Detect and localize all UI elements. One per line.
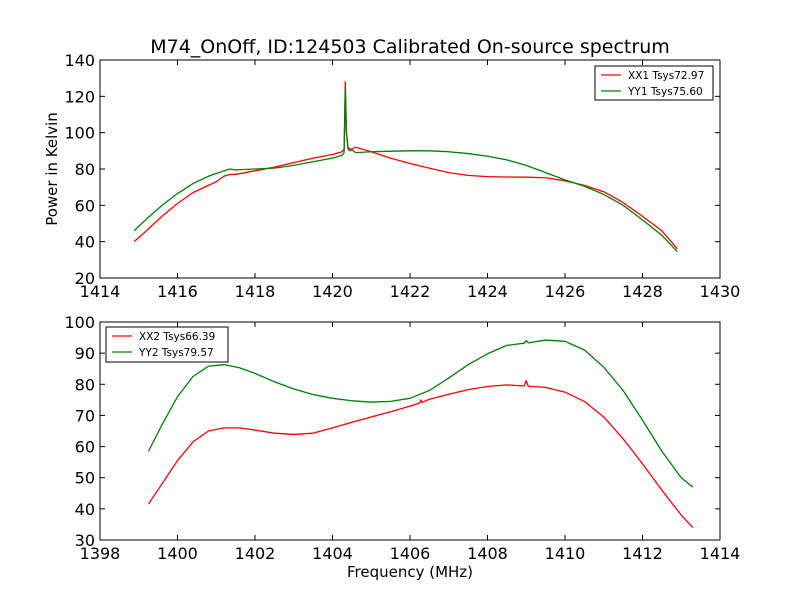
legend-box xyxy=(105,326,229,363)
y-tick-label: 20 xyxy=(75,269,95,288)
x-tick-label: 1426 xyxy=(545,282,586,301)
x-tick-label: 1400 xyxy=(157,544,198,563)
x-axis-label: Frequency (MHz) xyxy=(347,563,473,581)
x-tick-label: 1410 xyxy=(545,544,586,563)
x-tick-label: 1398 xyxy=(80,544,121,563)
legend-box xyxy=(594,65,714,101)
series-line-yy1 xyxy=(133,88,678,253)
legend: XX1 Tsys72.97 YY1 Tsys75.60 xyxy=(594,65,714,101)
y-tick-label: 30 xyxy=(75,531,95,550)
y-tick-label: 100 xyxy=(64,124,95,143)
legend-label: YY2 Tsys79.57 xyxy=(138,347,214,359)
x-tick-label: 1414 xyxy=(80,282,121,301)
bottom-panel: 1398 1400 1402 1404 1406 1408 1410 1412 1414 30 40… xyxy=(64,313,740,581)
y-axis-label: Power in Kelvin xyxy=(43,112,61,226)
series-line-yy2 xyxy=(147,339,694,488)
x-tick-label: 1404 xyxy=(312,544,353,563)
y-tick-label: 50 xyxy=(75,469,95,488)
y-tick-label: 120 xyxy=(64,87,95,106)
y-tick-label: 60 xyxy=(75,438,95,457)
x-tick-label: 1418 xyxy=(235,282,276,301)
y-tick-label: 40 xyxy=(75,500,95,519)
y-tick-label: 90 xyxy=(75,344,95,363)
y-tick-label: 70 xyxy=(75,406,95,425)
legend: XX2 Tsys66.39 YY2 Tsys79.57 xyxy=(105,326,229,363)
legend-label: XX2 Tsys66.39 xyxy=(139,331,215,343)
y-tick-label: 80 xyxy=(75,375,95,394)
chart-title: M74_OnOff, ID:124503 Calibrated On-sourc… xyxy=(150,36,670,58)
series-line-xx1 xyxy=(133,81,678,250)
x-tick-label: 1412 xyxy=(622,544,663,563)
x-tick-label: 1402 xyxy=(235,544,276,563)
y-tick-label: 40 xyxy=(75,233,95,252)
x-tick-label: 1430 xyxy=(700,282,741,301)
x-tick-label: 1422 xyxy=(390,282,431,301)
top-panel: 1414 1416 1418 1420 1422 1424 1426 1428 1430 20 40… xyxy=(43,51,740,301)
legend-label: YY1 Tsys75.60 xyxy=(627,86,703,98)
x-tick-label: 1414 xyxy=(700,544,741,563)
x-tick-label: 1416 xyxy=(157,282,198,301)
x-tick-label: 1408 xyxy=(467,544,508,563)
y-tick-label: 140 xyxy=(64,51,95,70)
y-tick-label: 60 xyxy=(75,196,95,215)
y-tick-label: 80 xyxy=(75,160,95,179)
series-line-xx2 xyxy=(147,379,694,528)
x-tick-label: 1420 xyxy=(312,282,353,301)
x-tick-label: 1406 xyxy=(390,544,431,563)
legend-label: XX1 Tsys72.97 xyxy=(628,70,704,82)
x-tick-label: 1428 xyxy=(622,282,663,301)
y-tick-label: 100 xyxy=(64,313,95,332)
x-tick-label: 1424 xyxy=(467,282,508,301)
